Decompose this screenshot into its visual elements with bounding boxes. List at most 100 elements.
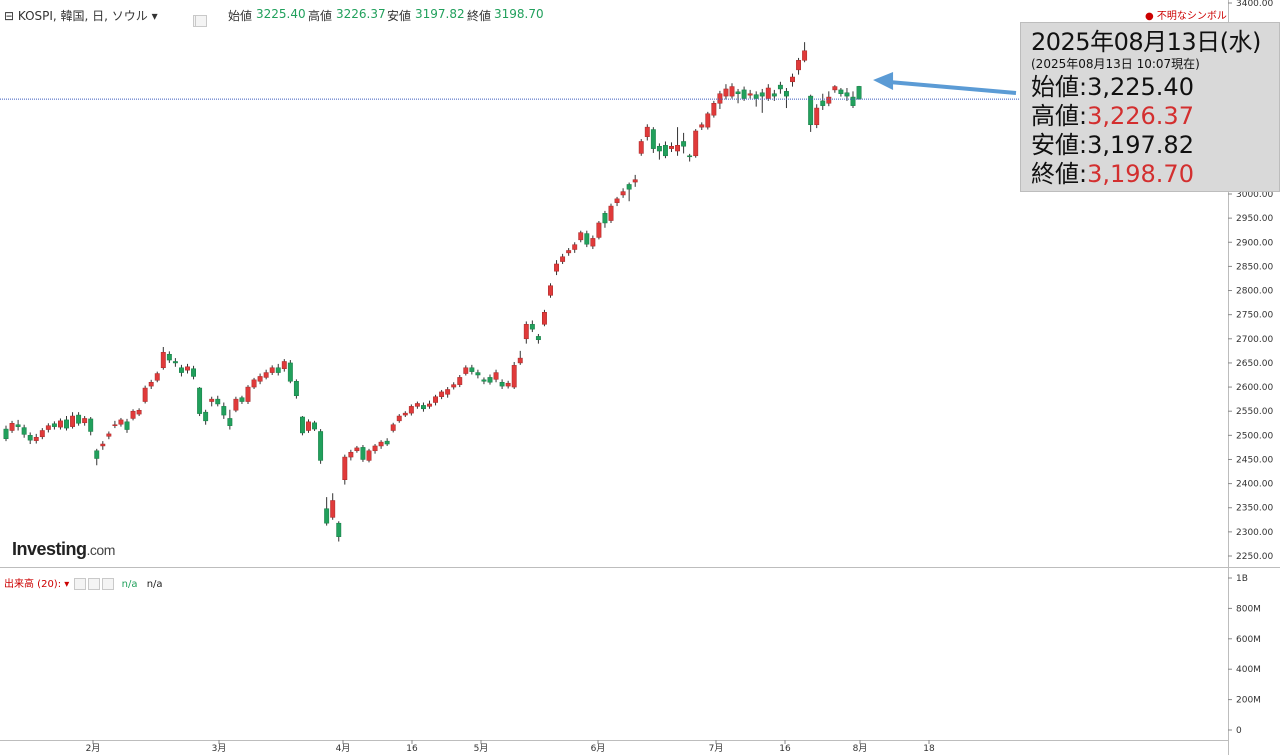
candle[interactable]	[118, 417, 124, 427]
candle[interactable]	[148, 379, 154, 389]
candle[interactable]	[717, 90, 723, 110]
candle[interactable]	[396, 414, 402, 423]
candle[interactable]	[584, 230, 590, 248]
candle[interactable]	[94, 448, 100, 466]
candle[interactable]	[560, 253, 566, 264]
candle[interactable]	[747, 89, 753, 99]
candle[interactable]	[856, 85, 862, 100]
candle[interactable]	[529, 320, 535, 333]
candle[interactable]	[281, 359, 287, 372]
candle[interactable]	[408, 404, 414, 416]
candle[interactable]	[306, 419, 311, 433]
candle[interactable]	[342, 454, 348, 485]
candle[interactable]	[656, 143, 662, 160]
candle[interactable]	[221, 402, 227, 419]
candle[interactable]	[542, 309, 547, 327]
candle[interactable]	[802, 42, 808, 63]
candle[interactable]	[675, 127, 680, 156]
candle[interactable]	[3, 425, 9, 442]
candle[interactable]	[318, 429, 324, 464]
candle[interactable]	[130, 409, 136, 421]
candle[interactable]	[154, 371, 160, 383]
candle[interactable]	[166, 351, 172, 363]
candle[interactable]	[620, 188, 626, 198]
candle[interactable]	[790, 73, 795, 87]
candle[interactable]	[106, 431, 112, 440]
candle[interactable]	[493, 369, 499, 383]
candle[interactable]	[626, 182, 632, 202]
candle[interactable]	[523, 321, 529, 344]
candle[interactable]	[735, 88, 741, 104]
candle[interactable]	[608, 203, 614, 223]
candle[interactable]	[433, 394, 439, 406]
candle[interactable]	[499, 379, 505, 389]
unknown-symbol-notice[interactable]: ● 不明なシンボル	[1145, 11, 1227, 22]
candle[interactable]	[705, 111, 711, 130]
candle[interactable]	[578, 230, 584, 243]
candle[interactable]	[463, 365, 469, 376]
symbol-selector[interactable]: ⊟ KOSPI, 韓国, 日, ソウル ▾	[4, 9, 158, 23]
candle[interactable]	[330, 493, 336, 520]
candle[interactable]	[850, 91, 856, 109]
candle[interactable]	[15, 419, 21, 431]
candle[interactable]	[239, 395, 245, 404]
volume-label[interactable]: 出来高 (20): ▾	[4, 579, 70, 590]
candle[interactable]	[64, 416, 69, 431]
candle[interactable]	[723, 84, 729, 100]
candle[interactable]	[481, 377, 487, 385]
candle[interactable]	[39, 428, 45, 440]
candle[interactable]	[324, 497, 330, 526]
candle[interactable]	[366, 448, 372, 463]
candle[interactable]	[209, 396, 215, 407]
candle[interactable]	[245, 385, 251, 404]
candle[interactable]	[729, 83, 735, 99]
candle[interactable]	[257, 373, 263, 385]
candle[interactable]	[517, 350, 523, 365]
candle[interactable]	[445, 387, 451, 398]
candle[interactable]	[663, 141, 668, 159]
candle[interactable]	[384, 438, 390, 446]
candle[interactable]	[505, 380, 511, 389]
candle[interactable]	[475, 369, 481, 379]
candle[interactable]	[58, 418, 63, 430]
candle[interactable]	[76, 412, 82, 426]
volume-settings-icon[interactable]	[72, 578, 115, 590]
candle[interactable]	[88, 416, 94, 436]
candle[interactable]	[215, 395, 221, 407]
candle[interactable]	[191, 365, 197, 380]
candle[interactable]	[27, 432, 33, 445]
candle[interactable]	[100, 441, 106, 450]
candle[interactable]	[590, 235, 596, 250]
candle[interactable]	[300, 416, 305, 436]
candle[interactable]	[372, 444, 378, 454]
candle[interactable]	[614, 196, 620, 207]
candle[interactable]	[275, 363, 281, 376]
candle[interactable]	[681, 132, 687, 154]
candle[interactable]	[378, 440, 384, 449]
candle[interactable]	[70, 412, 75, 429]
candle[interactable]	[596, 221, 602, 240]
candle[interactable]	[33, 433, 39, 444]
candle[interactable]	[160, 347, 166, 370]
candle[interactable]	[699, 122, 705, 131]
candle[interactable]	[638, 139, 644, 156]
candle[interactable]	[469, 364, 475, 375]
candle[interactable]	[263, 369, 269, 380]
candle[interactable]	[650, 127, 656, 153]
candle[interactable]	[251, 377, 257, 389]
candle[interactable]	[566, 248, 572, 256]
candle[interactable]	[487, 374, 493, 385]
candle[interactable]	[172, 358, 178, 367]
candle[interactable]	[554, 260, 559, 276]
candle[interactable]	[421, 402, 426, 412]
candle[interactable]	[82, 416, 88, 426]
candle[interactable]	[21, 424, 27, 438]
candle[interactable]	[832, 85, 838, 93]
candle[interactable]	[269, 365, 275, 375]
candle[interactable]	[227, 409, 233, 430]
candle[interactable]	[814, 104, 820, 129]
candle[interactable]	[142, 385, 148, 404]
candle[interactable]	[51, 421, 57, 430]
candle[interactable]	[572, 242, 578, 253]
